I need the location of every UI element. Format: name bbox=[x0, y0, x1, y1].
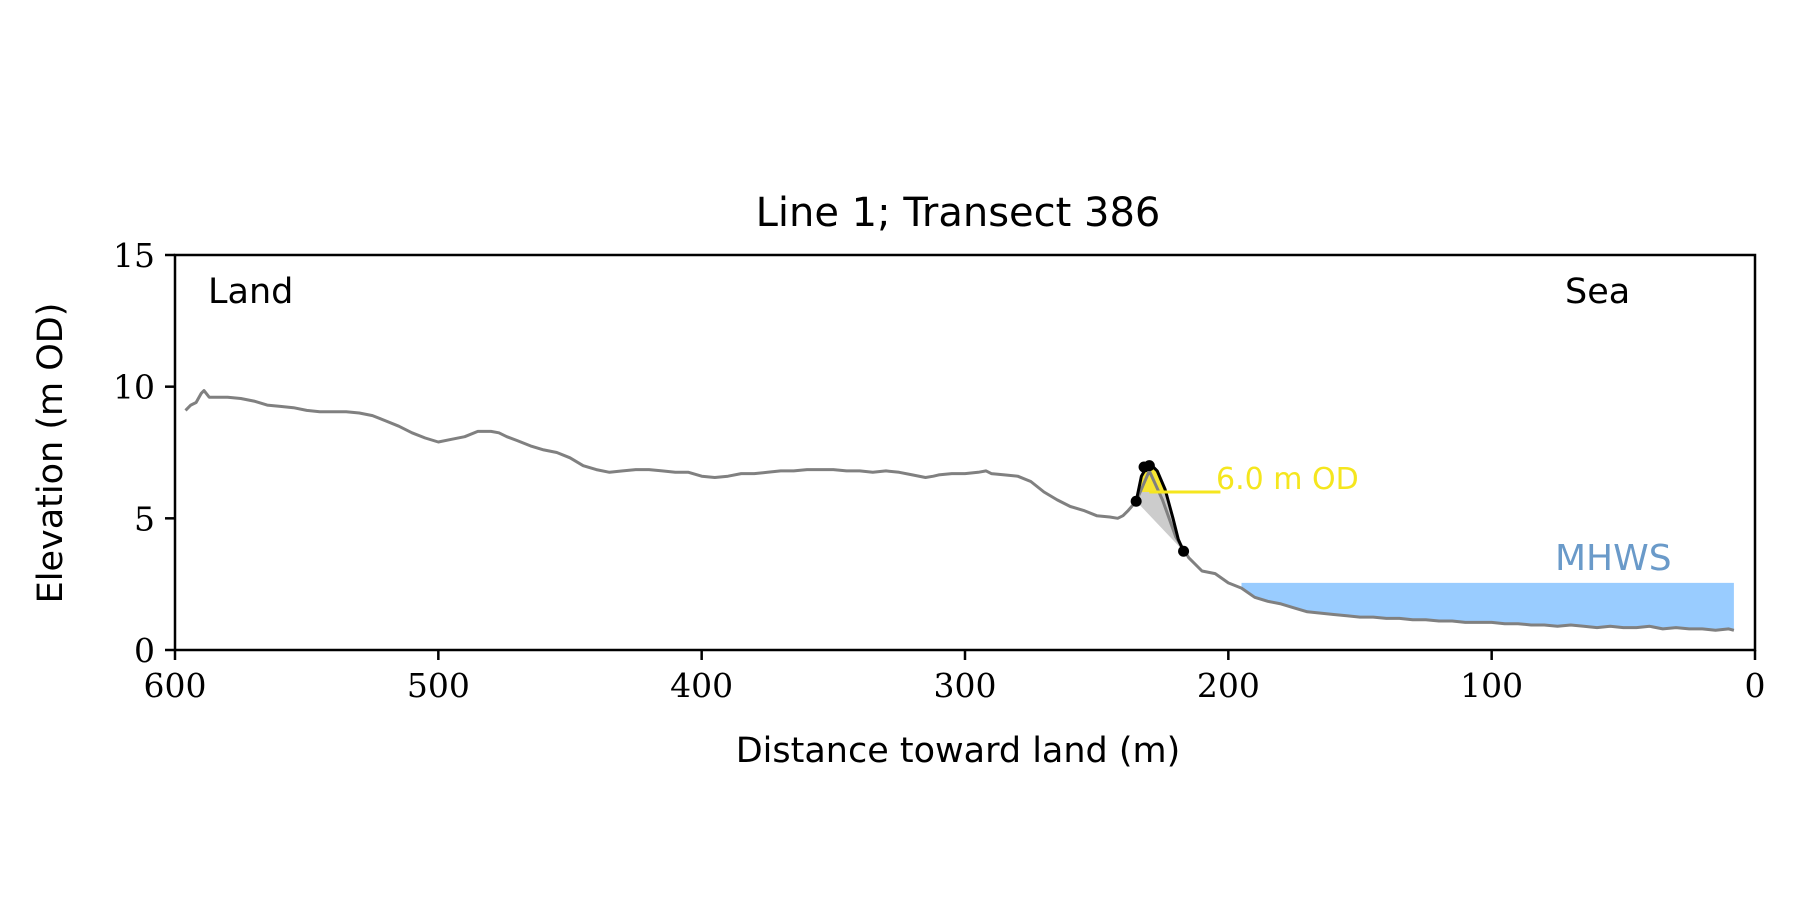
sea-annotation: Sea bbox=[1565, 272, 1630, 312]
x-tick-label: 500 bbox=[407, 666, 470, 705]
threshold-label: 6.0 m OD bbox=[1216, 462, 1359, 497]
y-tick-label: 15 bbox=[113, 236, 155, 275]
dune-points bbox=[1130, 460, 1190, 557]
land-annotation: Land bbox=[208, 272, 293, 312]
mhws-label: MHWS bbox=[1555, 538, 1672, 579]
y-axis-ticks: 0 5 10 15 bbox=[113, 236, 175, 670]
x-tick-label: 400 bbox=[670, 666, 733, 705]
y-tick-label: 5 bbox=[134, 499, 155, 538]
chart-title: Line 1; Transect 386 bbox=[756, 190, 1161, 236]
x-tick-label: 300 bbox=[934, 666, 997, 705]
dune-point bbox=[1130, 495, 1142, 507]
x-tick-label: 100 bbox=[1460, 666, 1523, 705]
mhws-fill bbox=[1241, 582, 1734, 631]
y-axis-label: Elevation (m OD) bbox=[31, 303, 71, 604]
x-axis-label: Distance toward land (m) bbox=[736, 731, 1181, 771]
x-tick-label: 200 bbox=[1197, 666, 1260, 705]
dune-line bbox=[1134, 464, 1185, 552]
dune-point bbox=[1178, 545, 1190, 557]
x-axis-ticks: 600 500 400 300 200 100 0 bbox=[144, 650, 1766, 705]
dune-point bbox=[1143, 460, 1155, 472]
x-tick-label: 600 bbox=[144, 666, 207, 705]
x-tick-label: 0 bbox=[1745, 666, 1766, 705]
y-tick-label: 10 bbox=[113, 368, 155, 407]
y-tick-label: 0 bbox=[134, 631, 155, 670]
profile-line bbox=[184, 389, 1735, 632]
